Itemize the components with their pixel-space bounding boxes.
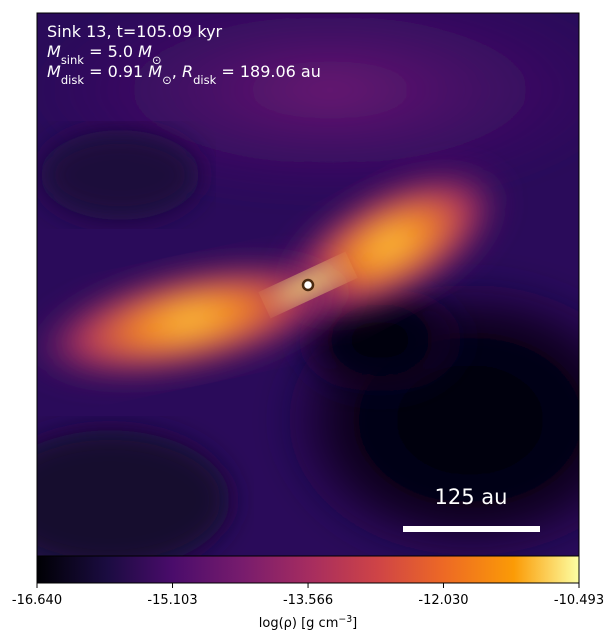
text-part: M bbox=[138, 42, 152, 61]
sink-marker bbox=[301, 278, 315, 292]
text-part: R bbox=[182, 62, 193, 81]
tick-label: -16.640 bbox=[12, 593, 62, 608]
text-part: M bbox=[47, 42, 61, 61]
text-part: log(ρ) [g cm bbox=[259, 616, 339, 631]
scale-bar-label: 125 au bbox=[435, 485, 508, 509]
text-part: ] bbox=[352, 616, 357, 631]
text-part: = 5.0 bbox=[84, 42, 138, 61]
tick-label: -12.030 bbox=[418, 593, 468, 608]
text-part: = 189.06 au bbox=[216, 62, 321, 81]
tick-label: -13.566 bbox=[283, 593, 333, 608]
colorbar bbox=[36, 555, 580, 584]
text-part: M bbox=[148, 62, 162, 81]
tick-label: -10.493 bbox=[554, 593, 604, 608]
text-part: , bbox=[172, 62, 182, 81]
colorbar-axis: -16.640 -15.103 -13.566 -12.030 -10.493 log(ρ… bbox=[12, 583, 604, 631]
text-part: Sink 13, t=105.09 kyr bbox=[47, 22, 223, 41]
text-part: = 0.91 bbox=[84, 62, 148, 81]
text-part: M bbox=[47, 62, 61, 81]
text-part: disk bbox=[193, 73, 217, 87]
annotation: Msink = 5.0 M⊙ bbox=[47, 42, 162, 67]
text-part: ⊙ bbox=[162, 73, 172, 87]
text-part: sink bbox=[61, 53, 84, 67]
tick-label: -15.103 bbox=[147, 593, 197, 608]
text-part: −3 bbox=[338, 614, 352, 625]
colorbar-label: log(ρ) [g cm−3] bbox=[259, 614, 357, 632]
annotation: Sink 13, t=105.09 kyr bbox=[47, 22, 223, 41]
text-part: ⊙ bbox=[152, 53, 162, 67]
density-map bbox=[37, 13, 579, 556]
text-part: disk bbox=[61, 73, 85, 87]
annotation: Mdisk = 0.91 M⊙, Rdisk = 189.06 au bbox=[47, 62, 321, 87]
